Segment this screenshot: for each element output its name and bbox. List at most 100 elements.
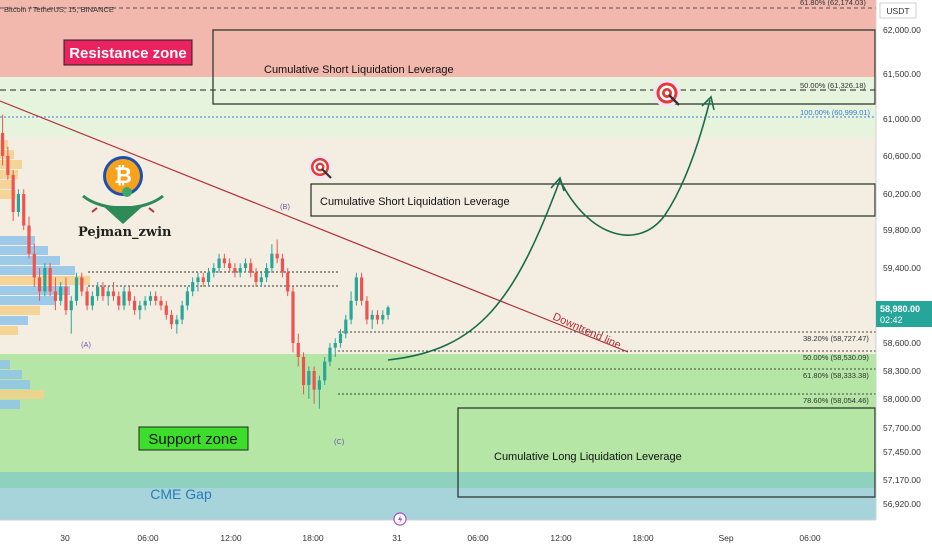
candle[interactable] [338,328,343,348]
candle[interactable] [159,296,163,311]
candle[interactable] [286,268,290,297]
candle[interactable] [386,305,390,320]
volume-profile-bar [0,246,48,255]
candle[interactable] [64,277,68,315]
candle[interactable] [133,296,137,315]
candle[interactable] [259,272,263,287]
candle[interactable] [196,272,200,292]
candle[interactable] [143,296,147,311]
candle[interactable] [354,272,358,306]
candle[interactable] [233,263,237,278]
candle[interactable] [317,375,321,409]
candle[interactable] [243,258,248,273]
candle[interactable] [48,263,52,297]
candle[interactable] [37,268,42,301]
candle[interactable] [365,296,369,325]
symbol-title[interactable]: Bitcoin / TetherUS, 15, BINANCE [4,5,114,14]
candle[interactable] [360,272,364,306]
candle[interactable] [22,189,26,230]
candle[interactable] [27,216,31,259]
short-liquidation-box-top[interactable] [212,29,876,105]
fib-level-label: 61.80% (62,174.03) [800,0,866,7]
candle[interactable] [138,300,142,320]
price-tick-label: 57,700.00 [883,423,921,433]
candle[interactable] [333,338,337,357]
price-tick-label: 59,400.00 [883,263,921,273]
candle[interactable] [291,286,295,353]
price-tick-label: 57,170.00 [883,475,921,485]
candle[interactable] [375,310,380,325]
volume-profile-bar [0,380,30,389]
candle[interactable] [191,277,195,297]
candlestick-series[interactable] [1,114,390,409]
candle[interactable] [212,263,216,278]
candle[interactable] [101,282,105,301]
candle[interactable] [106,286,110,306]
short-liquidation-box-middle[interactable] [310,183,876,217]
downtrend-line[interactable] [0,100,629,353]
candle[interactable] [53,277,57,311]
candle[interactable] [175,314,179,334]
candle[interactable] [1,114,5,166]
candle[interactable] [301,352,306,395]
candle[interactable] [323,357,327,385]
candle[interactable] [122,286,126,311]
target-icon [653,79,681,107]
candle[interactable] [349,291,353,325]
candle[interactable] [74,272,79,306]
candle[interactable] [370,310,374,329]
time-tick-label: 30 [60,533,70,543]
candle[interactable] [280,253,285,278]
time-tick-label: 18:00 [632,533,654,543]
candle[interactable] [59,282,63,306]
candle[interactable] [312,366,316,404]
time-tick-label: 18:00 [302,533,324,543]
candle[interactable] [228,258,232,273]
candle[interactable] [16,189,21,217]
support-label-box [138,426,249,451]
candle[interactable] [85,286,89,311]
projected-path[interactable] [387,99,711,361]
candle[interactable] [222,253,226,268]
candle[interactable] [6,146,10,180]
candle[interactable] [69,296,73,334]
candle[interactable] [275,239,279,264]
candle[interactable] [254,268,258,287]
currency-badge[interactable] [879,2,917,19]
candle[interactable] [164,300,168,320]
price-tick-label: 56,920.00 [883,499,921,509]
candle[interactable] [381,310,385,325]
candle[interactable] [90,291,94,311]
candle[interactable] [148,291,153,306]
candle[interactable] [296,333,300,367]
volume-profile-bar [0,256,60,265]
candle[interactable] [117,291,121,311]
candle[interactable] [238,263,242,278]
lightning-icon[interactable] [393,512,407,526]
candle[interactable] [217,253,221,273]
candle[interactable] [180,300,184,325]
candle[interactable] [201,272,205,287]
candle[interactable] [11,170,15,221]
candle[interactable] [249,258,253,278]
candle[interactable] [307,366,311,399]
candle[interactable] [270,244,274,273]
wave-label-b: (B) [280,202,291,211]
candle[interactable] [344,314,348,339]
long-liquidation-box[interactable] [457,407,876,498]
candle[interactable] [127,286,131,306]
candle[interactable] [169,310,174,329]
fib-level-label: 38.20% (58,727.47) [803,334,869,343]
candle[interactable] [32,244,36,287]
candle[interactable] [185,286,189,311]
candle[interactable] [111,282,116,301]
volume-profile-bar [0,296,55,305]
candle[interactable] [328,343,332,367]
candle[interactable] [265,263,269,283]
candle[interactable] [96,282,100,301]
candle[interactable] [43,263,47,297]
candle[interactable] [80,272,84,297]
candle[interactable] [154,291,158,306]
candle[interactable] [206,268,211,287]
